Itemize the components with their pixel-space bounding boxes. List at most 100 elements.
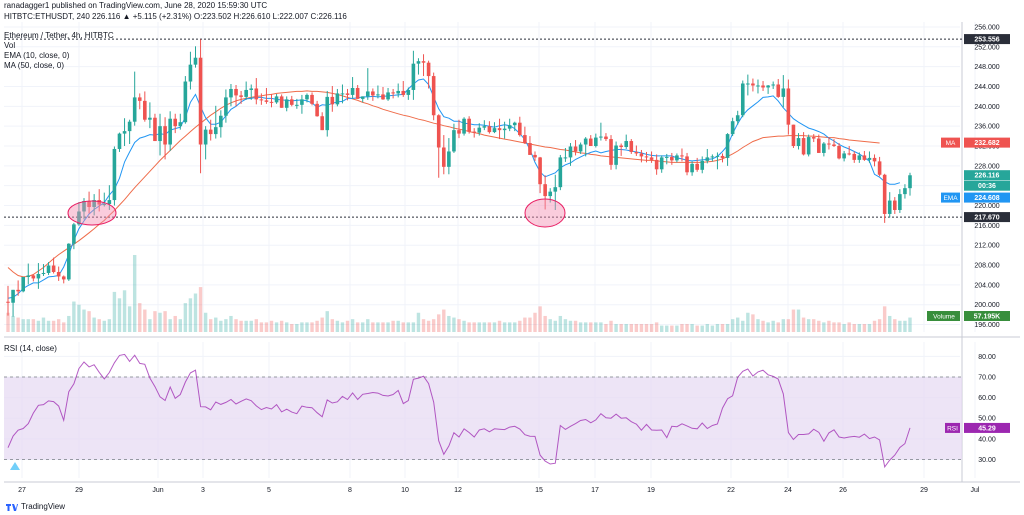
volume-bar	[41, 317, 46, 332]
candle-body	[371, 91, 375, 96]
volume-bar	[97, 319, 101, 332]
candle-body	[56, 271, 61, 277]
candle	[695, 157, 699, 172]
legend-symbol[interactable]: Ethereum / Tether, 4h, HITBTC	[4, 31, 114, 40]
candle-body	[649, 157, 654, 160]
candle-body	[604, 136, 608, 140]
candle	[507, 118, 512, 132]
candle-body	[31, 275, 36, 279]
candle	[832, 139, 836, 147]
candle-body	[740, 83, 745, 116]
price-tag: MA 232.682	[941, 137, 1010, 148]
candle	[816, 134, 821, 153]
volume-bar	[219, 320, 223, 332]
candle-body	[244, 89, 248, 97]
rsi-tick-label: 50.00	[978, 416, 996, 423]
candle	[92, 194, 96, 216]
candle-body	[487, 126, 492, 133]
candle-body	[512, 122, 517, 126]
candle-body	[61, 276, 66, 280]
volume-bar	[599, 322, 603, 332]
candle	[644, 151, 649, 163]
volume-bar	[350, 319, 355, 332]
legend-ema[interactable]: EMA (10, close, 0)	[4, 51, 70, 60]
volume-bar	[330, 319, 335, 332]
candle-body	[715, 155, 720, 157]
candle-body	[274, 96, 279, 103]
price-tick-label: 252.000	[974, 44, 999, 51]
legend-ma[interactable]: MA (50, close, 0)	[4, 61, 65, 70]
candle-body	[396, 90, 400, 94]
candle	[548, 188, 553, 203]
candle-body	[107, 200, 112, 205]
candle-body	[72, 224, 76, 244]
volume-bar	[644, 323, 649, 332]
candle-body	[705, 157, 710, 161]
volume-bar	[771, 320, 775, 332]
candle	[872, 154, 877, 167]
volume-bar	[26, 319, 30, 332]
volume-bar	[756, 319, 760, 332]
price-tick-label: 244.000	[974, 84, 999, 91]
volume-bar	[431, 319, 436, 332]
volume-tag-bg	[964, 311, 1010, 321]
volume-bar	[325, 311, 329, 332]
candle-body	[391, 92, 395, 94]
candle-body	[730, 121, 735, 135]
candle	[406, 87, 411, 100]
candle-body	[229, 88, 233, 98]
volume-bar	[842, 323, 846, 332]
candle-body	[26, 275, 31, 277]
candle-body	[77, 211, 81, 225]
candle	[822, 142, 826, 157]
candle	[639, 149, 644, 163]
volume-bar	[513, 322, 517, 332]
volume-bar	[781, 319, 786, 332]
candle	[573, 140, 578, 156]
candle	[386, 87, 390, 101]
volume-bar	[442, 309, 446, 332]
candle-body	[563, 157, 568, 159]
candle-body	[903, 188, 907, 195]
candle	[533, 151, 537, 161]
legend-vol[interactable]: Vol	[4, 41, 16, 50]
candle-body	[249, 88, 254, 90]
volume-bar	[305, 322, 309, 332]
volume-bar	[127, 306, 132, 332]
volume-bar	[665, 325, 669, 332]
volume-bar	[51, 320, 56, 332]
volume-bar	[437, 314, 441, 332]
volume-bar	[629, 323, 633, 332]
volume-bar	[563, 319, 568, 332]
candle	[87, 191, 91, 214]
candle	[335, 88, 340, 107]
volume-bar	[690, 323, 694, 332]
candle	[543, 175, 547, 210]
candle	[208, 119, 213, 141]
candle	[148, 102, 152, 129]
volume-bar	[548, 319, 552, 332]
time-tick-label: 8	[348, 487, 352, 494]
volume-bar	[36, 320, 41, 332]
candle-body	[822, 143, 826, 153]
volume-bar	[264, 322, 269, 332]
candle	[122, 118, 127, 146]
rsi-legend[interactable]: RSI (14, close)	[4, 344, 57, 353]
candle-body	[751, 83, 755, 86]
candle-body	[153, 117, 157, 142]
candle	[583, 137, 588, 157]
volume-bar	[725, 323, 730, 332]
rsi-tick-label: 80.00	[978, 354, 996, 361]
candle	[224, 89, 228, 123]
price-tag: EMA 224.608	[941, 192, 1010, 203]
candle-body	[219, 115, 223, 128]
tradingview-logo[interactable]: TradingView	[6, 502, 65, 511]
candle-body	[168, 118, 172, 145]
volume-bar	[77, 304, 81, 332]
candle	[158, 113, 162, 156]
candle-body	[46, 265, 51, 273]
candle-body	[619, 145, 623, 147]
candle-body	[467, 118, 471, 132]
volume-bar	[163, 311, 167, 332]
